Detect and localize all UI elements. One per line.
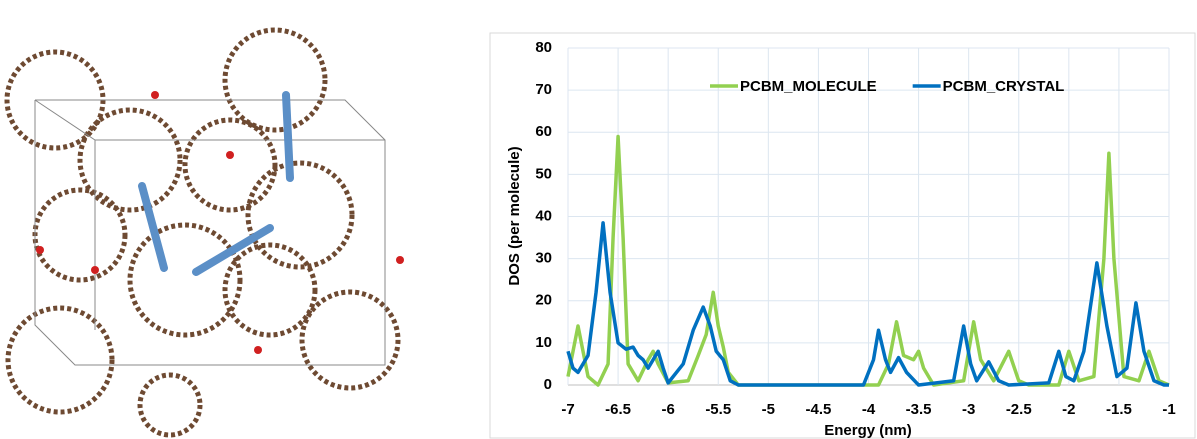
molecule-picture: [4, 27, 404, 438]
legend-label: PCBM_MOLECULE: [740, 78, 877, 95]
y-tick-label: 40: [535, 207, 552, 224]
x-tick-label: -1.5: [1106, 401, 1132, 418]
series-line: [566, 221, 1169, 387]
y-axis-label: DOS (per molecule): [506, 146, 523, 285]
x-tick-label: -6: [661, 401, 674, 418]
x-tick-label: -4: [862, 401, 876, 418]
x-tick-label: -4.5: [805, 401, 831, 418]
y-tick-label: 30: [535, 250, 552, 267]
legend-label: PCBM_CRYSTAL: [943, 78, 1065, 95]
x-tick-label: -5.5: [705, 401, 731, 418]
y-tick-label: 70: [535, 81, 552, 98]
x-tick-label: -3: [962, 401, 975, 418]
y-tick-label: 20: [535, 292, 552, 309]
y-tick-label: 50: [535, 165, 552, 182]
x-tick-label: -6.5: [605, 401, 631, 418]
y-tick-label: 10: [535, 334, 552, 351]
x-tick-label: -5: [762, 401, 775, 418]
x-axis-label: Energy (nm): [824, 422, 912, 439]
y-tick-label: 80: [535, 39, 552, 56]
x-tick-label: -7: [561, 401, 574, 418]
y-tick-label: 60: [535, 123, 552, 140]
y-tick-label: 0: [544, 376, 552, 393]
x-tick-label: -3.5: [906, 401, 932, 418]
x-tick-label: -1: [1162, 401, 1175, 418]
x-tick-label: -2: [1062, 401, 1075, 418]
x-tick-label: -2.5: [1006, 401, 1032, 418]
chart-frame: [489, 32, 1196, 439]
